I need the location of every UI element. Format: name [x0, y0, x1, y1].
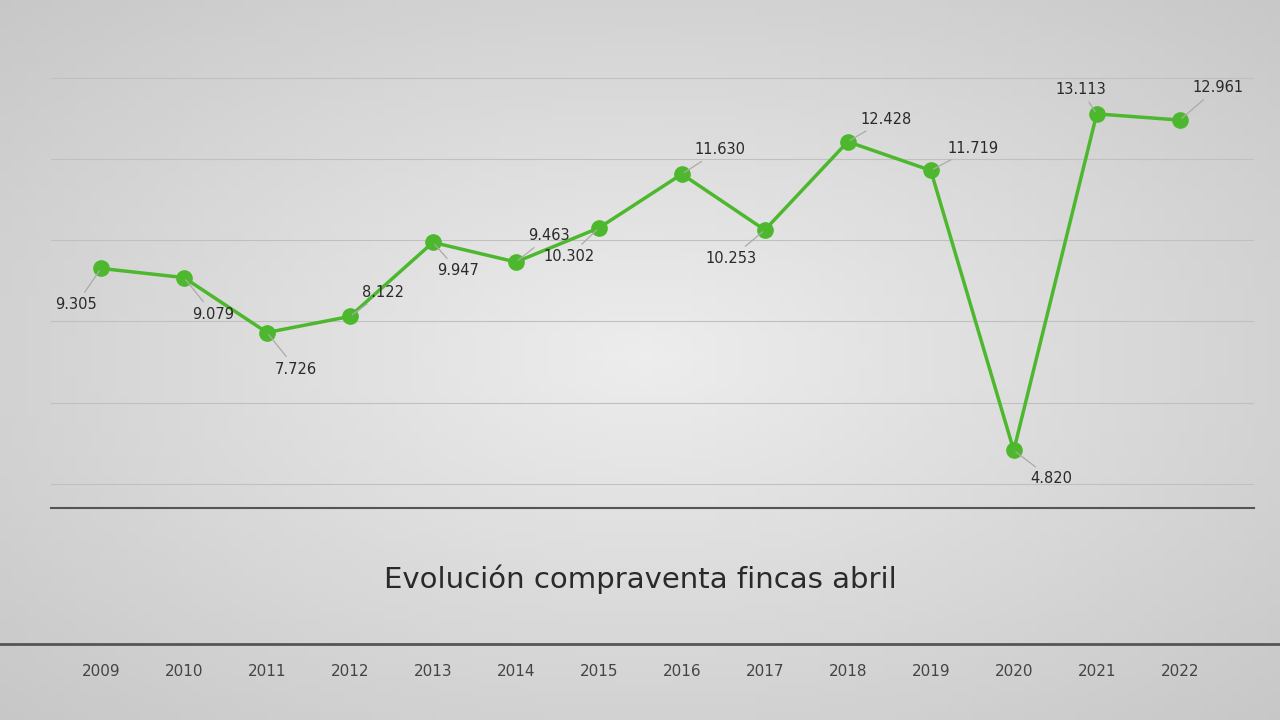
Text: 2011: 2011 [248, 664, 287, 678]
Text: 2016: 2016 [663, 664, 701, 678]
Text: 2020: 2020 [995, 664, 1033, 678]
Text: 8.122: 8.122 [352, 284, 404, 315]
Text: 10.302: 10.302 [544, 230, 596, 264]
Text: 11.630: 11.630 [685, 143, 745, 173]
Text: 2018: 2018 [828, 664, 867, 678]
Text: 4.820: 4.820 [1016, 452, 1073, 486]
Text: Evolución compraventa fincas abril: Evolución compraventa fincas abril [384, 565, 896, 594]
Text: 2019: 2019 [911, 664, 950, 678]
Text: 2013: 2013 [413, 664, 452, 678]
Text: 13.113: 13.113 [1055, 82, 1106, 112]
Text: 9.305: 9.305 [55, 271, 100, 312]
Text: 9.079: 9.079 [186, 280, 234, 322]
Text: 12.428: 12.428 [850, 112, 911, 140]
Text: 7.726: 7.726 [269, 335, 317, 377]
Text: 11.719: 11.719 [933, 140, 998, 169]
Text: 2022: 2022 [1161, 664, 1199, 678]
Text: 2017: 2017 [745, 664, 785, 678]
Text: 2009: 2009 [82, 664, 120, 678]
Text: 9.947: 9.947 [435, 245, 479, 278]
Text: 9.463: 9.463 [518, 228, 570, 261]
Text: 10.253: 10.253 [705, 232, 763, 266]
Text: 2021: 2021 [1078, 664, 1116, 678]
Text: 2012: 2012 [330, 664, 369, 678]
Text: 2010: 2010 [165, 664, 204, 678]
Text: 2014: 2014 [497, 664, 535, 678]
Text: 12.961: 12.961 [1181, 80, 1243, 118]
Text: 2015: 2015 [580, 664, 618, 678]
